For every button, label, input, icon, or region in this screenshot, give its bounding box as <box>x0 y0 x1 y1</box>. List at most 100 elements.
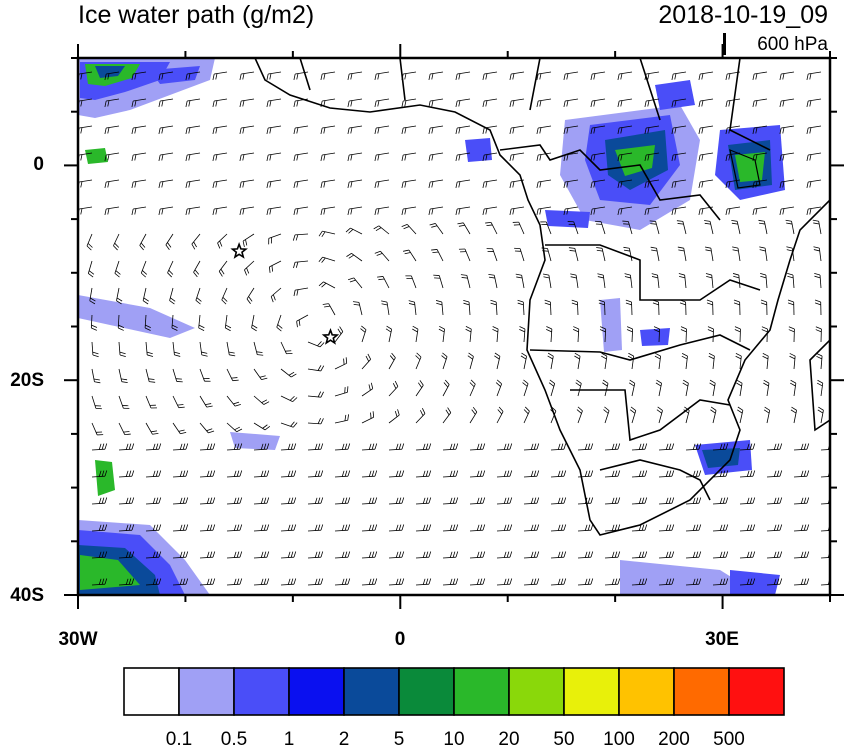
wind-barb <box>428 71 444 80</box>
wind-barb <box>787 272 795 289</box>
wind-barb <box>334 524 351 532</box>
wind-barb <box>118 443 135 451</box>
wind-barb <box>469 497 486 505</box>
star-marker <box>321 327 340 345</box>
wind-barb <box>118 470 135 478</box>
wind-barb <box>679 299 687 316</box>
wind-barb <box>172 551 189 559</box>
wind-barb <box>550 443 567 451</box>
wind-barb <box>131 206 147 215</box>
wind-barb <box>334 497 351 505</box>
wind-barb <box>760 299 768 316</box>
wind-barb <box>86 233 93 251</box>
wind-barb <box>520 352 527 370</box>
wind-barb <box>401 125 417 134</box>
wind-barb <box>118 524 135 532</box>
wind-barb <box>540 221 552 235</box>
wind-barb <box>683 406 690 424</box>
wind-barb <box>104 152 120 161</box>
wind-barb <box>820 578 830 586</box>
star-marker <box>230 242 248 259</box>
wind-barb <box>212 125 228 134</box>
wind-barb <box>752 179 768 188</box>
wind-barb <box>322 303 336 316</box>
wind-barb <box>509 125 525 134</box>
wind-barb <box>361 551 378 559</box>
wind-barb <box>492 326 499 343</box>
wind-barb <box>550 470 567 478</box>
wind-barb <box>307 470 324 478</box>
map-title: Ice water path (g/m2) <box>78 1 315 29</box>
wind-barb <box>523 470 540 478</box>
wind-barb <box>685 551 702 559</box>
wind-barb <box>685 470 702 478</box>
wind-barb <box>496 578 513 586</box>
wind-barb <box>438 325 445 343</box>
wind-barb <box>631 470 648 478</box>
wind-barb <box>251 314 258 332</box>
wind-barb <box>617 179 633 188</box>
wind-barb <box>631 443 648 451</box>
wind-barb <box>536 98 552 107</box>
wind-barb <box>199 422 215 434</box>
wind-barb <box>725 179 741 188</box>
wind-barb <box>442 524 459 532</box>
wind-barb <box>139 233 147 251</box>
wind-barb <box>442 379 450 397</box>
wind-barb <box>739 497 756 505</box>
wind-barb <box>785 219 795 235</box>
wind-barb <box>704 220 714 235</box>
wind-barb <box>544 299 552 316</box>
wind-barb <box>172 422 187 435</box>
cloud-patch <box>150 66 200 84</box>
wind-barb <box>536 125 552 134</box>
wind-barb <box>485 222 498 235</box>
wind-barb <box>334 578 351 586</box>
madagascar-coastline <box>809 338 830 432</box>
wind-barb <box>385 325 393 343</box>
wind-barb <box>779 179 795 188</box>
wind-barb <box>239 152 255 161</box>
wind-barb <box>118 422 131 436</box>
wind-barb <box>199 341 208 357</box>
wind-barb <box>253 341 264 356</box>
wind-barb <box>307 391 324 398</box>
wind-barb <box>575 379 582 397</box>
wind-barb <box>360 325 367 343</box>
wind-barb <box>455 152 471 161</box>
wind-barb <box>348 277 363 289</box>
wind-barb <box>401 98 417 107</box>
wind-barb <box>374 250 390 262</box>
lat-label-40s: 40S <box>10 585 44 606</box>
wind-barb <box>104 98 120 107</box>
wind-barb <box>158 206 174 215</box>
wind-barb <box>280 497 297 505</box>
wind-barb <box>457 222 471 235</box>
wind-barb <box>712 551 729 559</box>
wind-barb <box>104 125 120 134</box>
wind-barb <box>221 287 228 305</box>
wind-barb <box>415 524 432 532</box>
cloud-patch <box>600 298 622 352</box>
wind-barb <box>158 98 174 107</box>
wind-barb <box>388 409 400 424</box>
wind-barb <box>280 524 297 532</box>
wind-barb <box>685 524 702 532</box>
wind-barb <box>517 299 525 316</box>
wind-barb <box>318 230 336 238</box>
wind-barb <box>725 125 741 134</box>
cloud-patch <box>702 448 740 468</box>
wind-barb <box>104 71 120 80</box>
wind-barb <box>790 379 797 397</box>
cloud-patch <box>85 148 108 164</box>
wind-barb <box>514 247 525 262</box>
wind-barb <box>239 98 255 107</box>
wind-barb <box>455 179 471 188</box>
wind-barb <box>145 422 159 435</box>
wind-barb <box>218 260 228 277</box>
wind-barb <box>590 179 606 188</box>
wind-barb <box>496 497 513 505</box>
wind-barb <box>731 220 741 235</box>
wind-barb <box>651 273 660 289</box>
wind-barb <box>374 98 390 107</box>
